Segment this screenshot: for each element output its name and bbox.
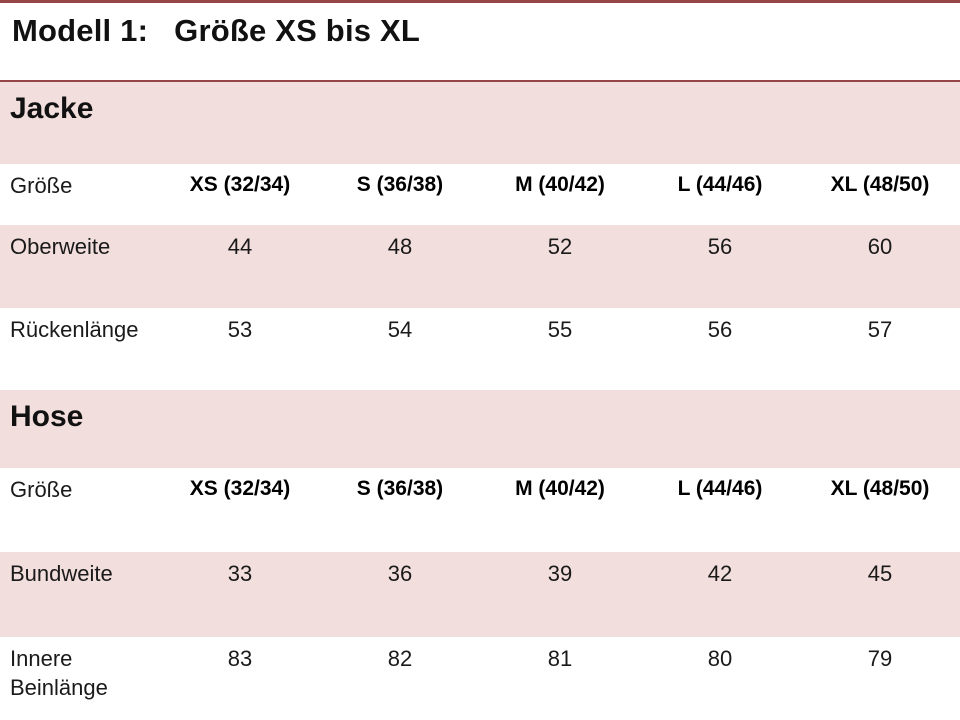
section-hose: Hose Größe XS (32/34) S (36/38) M (40/42… (0, 390, 960, 720)
size-header-row: Größe XS (32/34) S (36/38) M (40/42) L (… (0, 164, 960, 225)
section-title: Jacke (10, 92, 94, 125)
size-col-header: XL (48/50) (830, 173, 930, 196)
size-row-label: Größe (10, 477, 73, 502)
title-area: Modell 1: Größe XS bis XL (0, 3, 960, 80)
row-label: Bundweite (10, 561, 113, 586)
cell-value: 80 (707, 646, 733, 671)
cell-value: 53 (227, 317, 253, 342)
cell-value: 56 (707, 317, 733, 342)
page-title: Modell 1: Größe XS bis XL (12, 13, 960, 49)
top-accent-line (0, 0, 960, 3)
cell-value: 52 (547, 234, 573, 259)
table-row: Innere Beinlänge 83 82 81 80 79 (0, 637, 960, 720)
cell-value: 55 (547, 317, 573, 342)
table-row: Bundweite 33 36 39 42 45 (0, 552, 960, 637)
size-col-header: L (44/46) (677, 173, 763, 196)
size-col-header: XL (48/50) (830, 477, 930, 500)
section-title: Hose (10, 400, 84, 433)
table-row: Oberweite 44 48 52 56 60 (0, 225, 960, 308)
size-row-label: Größe (10, 173, 73, 198)
row-label: Oberweite (10, 234, 111, 259)
cell-value: 79 (867, 646, 893, 671)
row-label: Rückenlänge (10, 317, 139, 342)
size-col-header: M (40/42) (515, 173, 605, 196)
cell-value: 57 (867, 317, 893, 342)
cell-value: 42 (707, 561, 733, 586)
size-col-header: L (44/46) (677, 477, 763, 500)
cell-value: 60 (867, 234, 893, 259)
cell-value: 39 (547, 561, 573, 586)
size-col-header: M (40/42) (515, 477, 605, 500)
cell-value: 81 (547, 646, 573, 671)
page-title-main: Größe XS bis XL (174, 13, 421, 48)
section-header-hose: Hose (0, 390, 960, 468)
cell-value: 48 (387, 234, 413, 259)
cell-value: 83 (227, 646, 253, 671)
size-col-header: S (36/38) (356, 477, 444, 500)
section-jacke: Jacke Größe XS (32/34) S (36/38) M (40/4… (0, 80, 960, 390)
size-col-header: S (36/38) (356, 173, 444, 196)
cell-value: 82 (387, 646, 413, 671)
size-col-header: XS (32/34) (189, 173, 291, 196)
cell-value: 44 (227, 234, 253, 259)
page-title-prefix: Modell 1: (12, 13, 149, 48)
cell-value: 56 (707, 234, 733, 259)
cell-value: 36 (387, 561, 413, 586)
cell-value: 45 (867, 561, 893, 586)
table-row: Rückenlänge 53 54 55 56 57 (0, 308, 960, 390)
cell-value: 33 (227, 561, 253, 586)
size-header-row: Größe XS (32/34) S (36/38) M (40/42) L (… (0, 468, 960, 552)
section-header-jacke: Jacke (0, 80, 960, 164)
row-label: Innere Beinlänge (10, 646, 108, 701)
size-col-header: XS (32/34) (189, 477, 291, 500)
cell-value: 54 (387, 317, 413, 342)
